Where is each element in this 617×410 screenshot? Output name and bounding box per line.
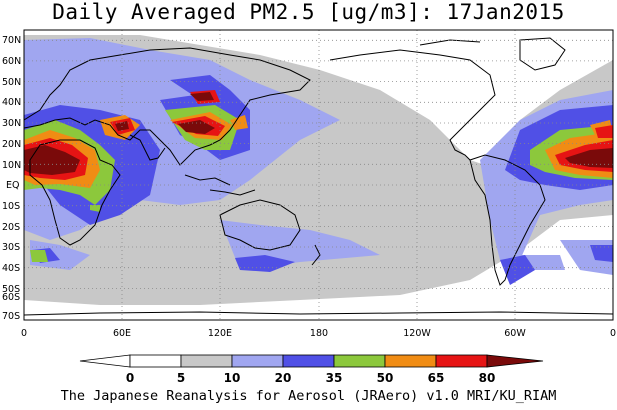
coastlines <box>24 37 613 316</box>
level-over-80-regions <box>24 92 613 175</box>
lat-label: 10N <box>2 160 21 171</box>
lon-label: 120W <box>403 328 431 339</box>
lat-label: EQ <box>6 180 19 191</box>
lat-label: 20N <box>2 139 21 150</box>
map-title: Daily Averaged PM2.5 [ug/m3]: 17Jan2015 <box>52 0 565 24</box>
lat-label: 60N <box>2 56 21 67</box>
lat-label: 50S <box>2 284 20 295</box>
colorbar-tick-label: 35 <box>326 371 343 385</box>
longitude-labels: 0 60E 120E 180 120W 60W 0 <box>21 328 616 339</box>
lon-label: 60W <box>504 328 526 339</box>
lat-label: 50N <box>2 77 21 88</box>
colorbar-bin <box>282 354 335 368</box>
graticule <box>24 30 613 320</box>
lon-label: 0 <box>21 328 27 339</box>
map-frame <box>23 29 614 321</box>
colorbar-bin <box>231 354 284 368</box>
lon-label: 180 <box>310 328 328 339</box>
lat-label: 70S <box>2 311 20 322</box>
lat-label: 30N <box>2 118 21 129</box>
colorbar-bin-under <box>79 354 131 368</box>
colorbar-bin <box>435 354 488 368</box>
concentration-field <box>24 30 613 320</box>
colorbar-tick-label: 80 <box>479 371 496 385</box>
lon-label: 120E <box>208 328 232 339</box>
colorbar-tick-label: 50 <box>377 371 394 385</box>
colorbar-tick-label: 0 <box>126 371 134 385</box>
lat-label: 20S <box>2 222 20 233</box>
colorbar: 0 5 10 20 35 50 65 80 <box>79 354 544 385</box>
colorbar-bin <box>180 354 233 368</box>
latitude-labels: 70N 60N 50N 40N 30N 20N 10N EQ 10S 20S 3… <box>2 35 21 322</box>
lon-label: 0 <box>610 328 616 339</box>
colorbar-bin <box>333 354 386 368</box>
lat-label: 30S <box>2 242 20 253</box>
colorbar-tick-label: 20 <box>275 371 292 385</box>
lat-label: 10S <box>2 201 20 212</box>
colorbar-bin <box>384 354 437 368</box>
colorbar-bin-over <box>486 354 544 368</box>
lat-label: 70N <box>2 35 21 46</box>
lon-label: 60E <box>113 328 131 339</box>
colorbar-tick-label: 10 <box>224 371 241 385</box>
lat-label: 40S <box>2 263 20 274</box>
colorbar-bin <box>129 354 182 368</box>
lat-label: 60S <box>2 292 20 303</box>
lat-label: 40N <box>2 97 21 108</box>
colorbar-tick-label: 5 <box>177 371 185 385</box>
colorbar-tick-label: 65 <box>428 371 445 385</box>
footer-credit: The Japanese Reanalysis for Aerosol (JRA… <box>60 388 557 404</box>
